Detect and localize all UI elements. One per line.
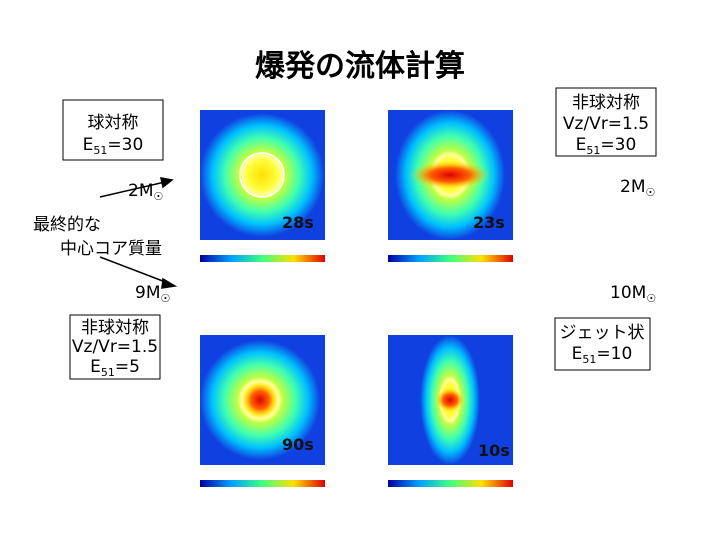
- text-part: E: [90, 357, 101, 377]
- text-part: =30: [600, 135, 636, 155]
- panel: [388, 110, 513, 262]
- box-text: E51=30: [83, 135, 144, 157]
- text-part: 51: [586, 144, 600, 157]
- box-text: E51=10: [572, 344, 633, 366]
- box-text: ジェット状: [560, 323, 645, 343]
- text-part: 2M: [128, 181, 153, 201]
- text-part: 2M: [620, 177, 645, 197]
- text-part: E: [83, 135, 94, 155]
- mass-label: 9M☉: [135, 283, 170, 305]
- text-part: 10M: [610, 283, 646, 303]
- label-box: [69, 314, 161, 380]
- label-box: [554, 317, 651, 371]
- mass-label: 2M☉: [620, 177, 655, 199]
- box-text: 非球対称: [572, 93, 640, 113]
- box-text: 非球対称: [81, 318, 149, 338]
- arrow: [99, 177, 174, 198]
- arrow: [99, 256, 178, 289]
- box-text: 球対称: [88, 113, 139, 133]
- text-part: ☉: [645, 186, 655, 199]
- text-part: E: [572, 344, 583, 364]
- core-label: 最終的な: [33, 215, 101, 235]
- text-part: =5: [115, 357, 140, 377]
- label-box: [62, 99, 164, 161]
- time-label: 28s: [282, 213, 314, 232]
- box-text: E51=5: [90, 357, 140, 379]
- time-label: 90s: [282, 435, 314, 454]
- text-part: 51: [93, 144, 107, 157]
- text-part: ☉: [160, 292, 170, 305]
- time-label: 10s: [478, 441, 510, 460]
- text-part: ☉: [646, 292, 656, 305]
- text-part: =10: [596, 344, 632, 364]
- time-label: 23s: [473, 213, 505, 232]
- text-part: E: [576, 135, 587, 155]
- text-part: 51: [101, 366, 115, 379]
- mass-label: 10M☉: [610, 283, 656, 305]
- text-part: 51: [582, 353, 596, 366]
- core-label: 中心コア質量: [60, 239, 162, 259]
- text-part: ☉: [153, 190, 163, 203]
- box-text: E51=30: [576, 135, 637, 157]
- panel: [200, 335, 325, 487]
- text-part: =30: [107, 135, 143, 155]
- box-text: Vz/Vr=1.5: [563, 114, 649, 134]
- text-part: 9M: [135, 283, 160, 303]
- panel: [388, 335, 513, 487]
- label-box: [555, 87, 657, 157]
- panel: [200, 110, 325, 262]
- box-text: Vz/Vr=1.5: [72, 337, 158, 357]
- title: 爆発の流体計算: [255, 49, 465, 84]
